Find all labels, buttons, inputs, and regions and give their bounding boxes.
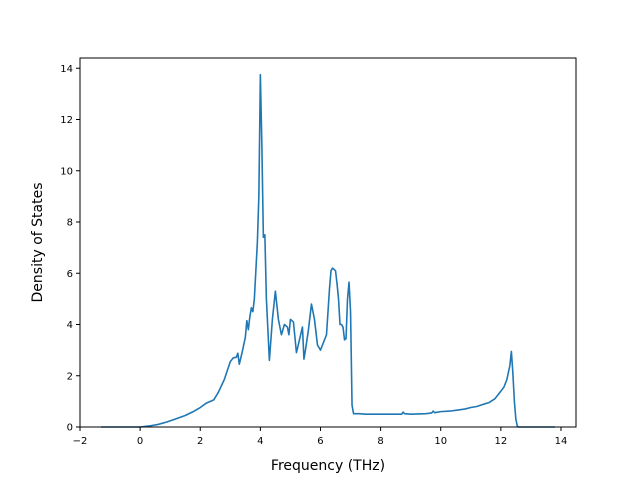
x-tick-label: 2	[197, 436, 203, 447]
x-tick-label: 10	[434, 436, 447, 447]
y-axis-ticks: 0 2 4 6 8 10 12 14	[60, 64, 80, 434]
y-tick-label: 0	[67, 423, 73, 434]
series-layer	[101, 73, 555, 428]
y-tick-label: 10	[60, 166, 73, 177]
x-tick-label: 6	[317, 436, 323, 447]
x-tick-label: 12	[494, 436, 507, 447]
y-tick-label: 4	[67, 320, 73, 331]
x-axis-ticks: −2 0 2 4 6 8 10 12 14	[73, 427, 568, 447]
x-tick-label: 0	[137, 436, 143, 447]
x-axis-label: Frequency (THz)	[271, 458, 385, 474]
x-tick-label: 14	[555, 436, 568, 447]
y-tick-label: 14	[60, 64, 73, 75]
axes-frame	[79, 57, 577, 428]
x-tick-label: −2	[73, 436, 88, 447]
y-axis-label: Density of States	[30, 183, 46, 303]
x-tick-label: 4	[257, 436, 263, 447]
y-tick-label: 8	[67, 218, 73, 229]
y-tick-label: 2	[67, 371, 73, 382]
series-line-0	[101, 73, 555, 428]
x-tick-label: 8	[377, 436, 383, 447]
y-tick-label: 12	[60, 115, 73, 126]
y-tick-label: 6	[67, 269, 73, 280]
